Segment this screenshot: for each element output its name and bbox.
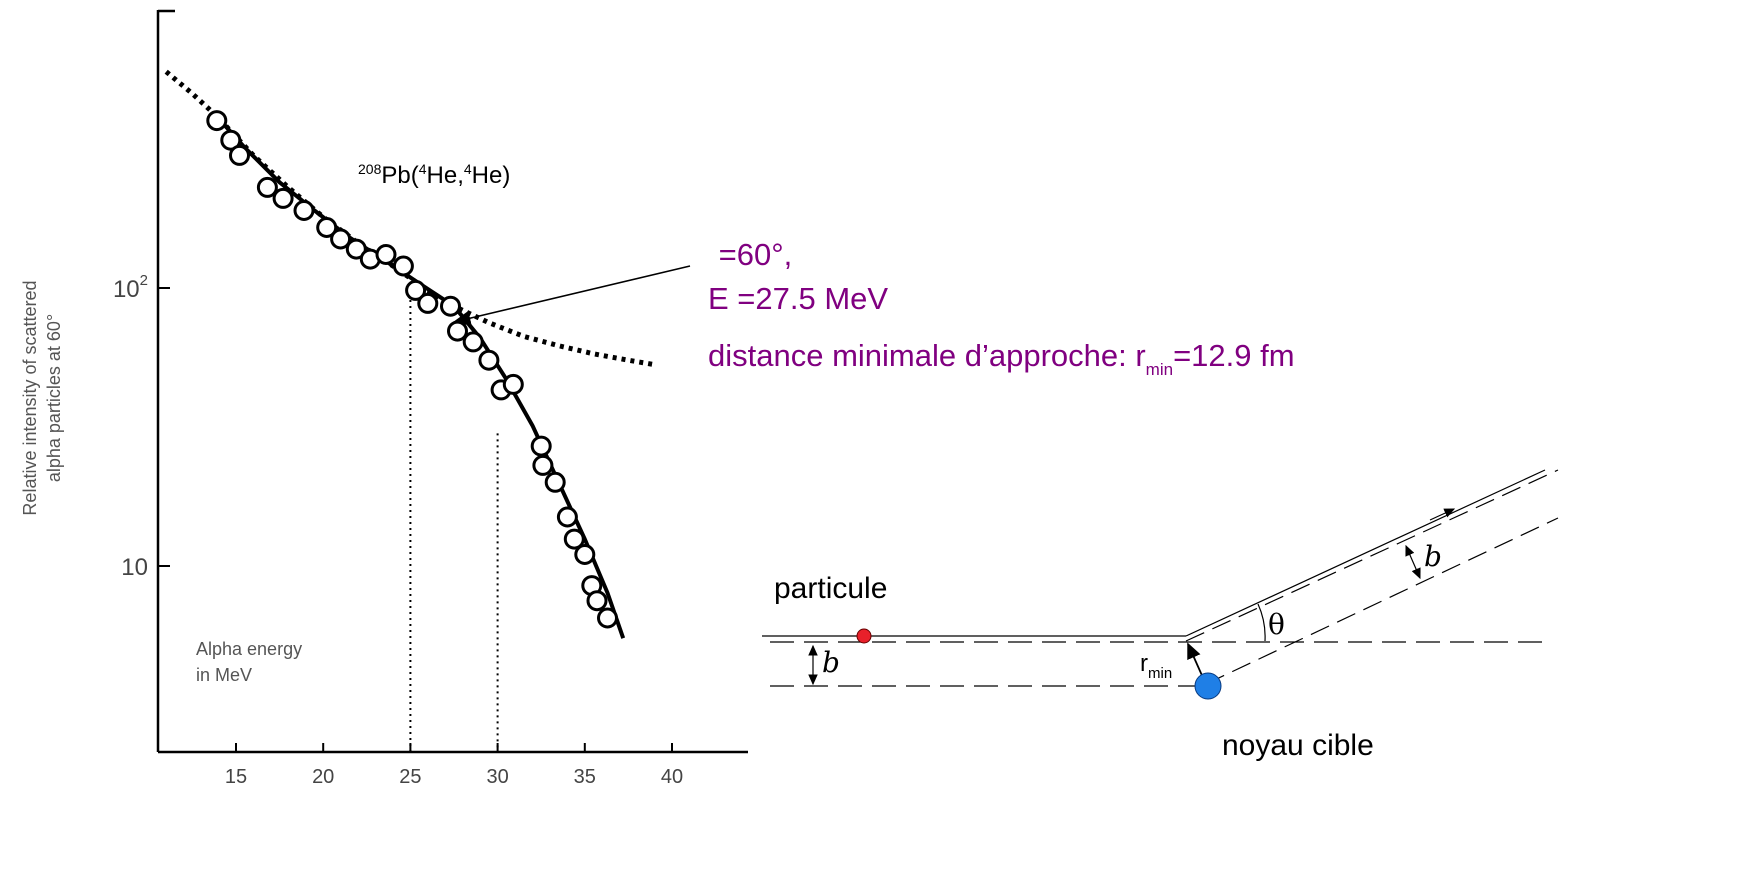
reaction-label: 208Pb(4He,4He)	[358, 161, 510, 189]
vertical-markers	[409, 288, 499, 752]
theta-symbol: θ	[1268, 608, 1285, 641]
data-point-21	[532, 454, 554, 476]
target-nucleus	[1194, 672, 1222, 700]
data-point-3	[256, 176, 278, 198]
data-point-20	[530, 435, 552, 457]
b-symbol-right: b	[1424, 540, 1442, 573]
annotation-energy: E =27.5 MeV	[708, 281, 888, 316]
x-tick-label-40: 40	[661, 766, 683, 788]
rmin-label: rmin	[1140, 650, 1172, 682]
annotation-rmin: distance minimale d’approche: rmin=12.9 …	[708, 338, 1295, 379]
outgoing-asymptote-dashed	[1185, 469, 1559, 642]
data-point-17	[478, 349, 500, 371]
annotation-angle: =60°,	[710, 237, 792, 272]
coulomb-curve	[164, 69, 656, 368]
chart: 15 20 25 30 35 40 102 10 Relative intensity of…	[20, 9, 748, 788]
outgoing-trajectory	[1185, 469, 1546, 637]
coulomb-curve-path	[164, 69, 656, 368]
particle-label: particule	[774, 572, 887, 605]
data-point-2	[229, 144, 250, 166]
theta-arc	[1257, 603, 1266, 642]
data-point-13	[417, 292, 439, 314]
x-ticks: 15 20 25 30 35 40	[225, 743, 683, 788]
data-points	[206, 110, 618, 629]
particle	[856, 628, 872, 644]
scattering-diagram: θ b b rmin particule noyau cible	[762, 469, 1559, 762]
data-point-11	[392, 255, 414, 277]
data-point-19	[502, 373, 524, 395]
y-tick-label-100: 102	[113, 272, 148, 303]
x-tick-label-20: 20	[312, 766, 334, 788]
data-point-6	[316, 217, 338, 238]
annotation-arrow	[452, 265, 691, 326]
data-point-27	[586, 590, 608, 612]
data-point-23	[556, 506, 578, 528]
data-point-24	[563, 528, 585, 550]
data-point-25	[574, 544, 596, 565]
data-point-4	[272, 187, 294, 209]
x-tick-label-15: 15	[225, 766, 247, 788]
y-axis-label-line1: Relative intensity of scattered	[20, 280, 40, 515]
data-point-10	[375, 244, 397, 265]
data-point-12	[405, 279, 427, 301]
rmin-arrow	[1187, 642, 1205, 681]
data-point-7	[330, 228, 352, 250]
outgoing-parallel-dashed	[1205, 517, 1559, 685]
y-axis-label-line2: alpha particles at 60°	[44, 314, 64, 482]
outgoing-arrow	[1429, 508, 1456, 521]
annotation: =60°, E =27.5 MeV distance minimale d’ap…	[452, 237, 1295, 379]
b-symbol-left: b	[822, 646, 840, 679]
data-point-5	[293, 200, 315, 221]
data-point-28	[597, 607, 618, 629]
alpha-energy-label-line2: in MeV	[196, 665, 252, 685]
x-tick-label-30: 30	[486, 766, 508, 788]
b-arrow-right	[1405, 544, 1421, 580]
data-point-1	[220, 129, 242, 151]
alpha-energy-label-line1: Alpha energy	[196, 639, 302, 659]
target-label: noyau cible	[1222, 729, 1374, 762]
data-point-0	[206, 110, 228, 132]
y-tick-label-10: 10	[121, 554, 148, 581]
data-point-16	[462, 331, 484, 353]
y-ticks: 102 10	[113, 272, 170, 581]
x-tick-label-35: 35	[574, 766, 596, 788]
x-tick-label-25: 25	[399, 766, 421, 788]
data-point-14	[440, 295, 461, 317]
data-point-22	[544, 471, 566, 493]
data-point-8	[345, 238, 367, 260]
